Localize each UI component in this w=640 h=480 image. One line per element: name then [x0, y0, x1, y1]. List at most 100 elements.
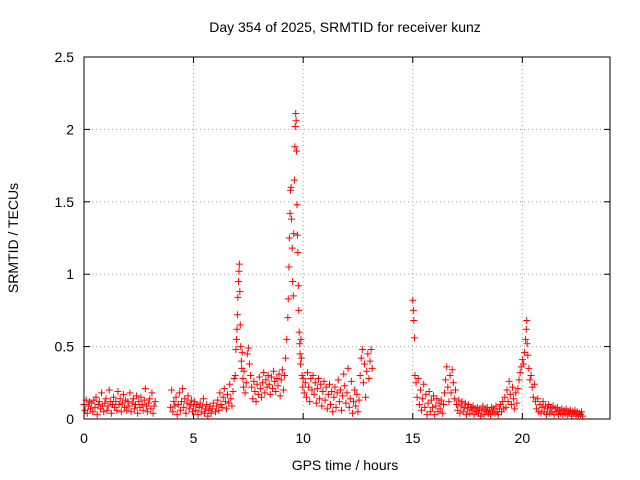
- data-point: [197, 408, 205, 416]
- data-point: [504, 398, 512, 406]
- data-point: [151, 398, 159, 406]
- data-point: [455, 396, 463, 404]
- data-point: [276, 392, 284, 400]
- data-point: [247, 372, 255, 380]
- data-point: [304, 369, 312, 377]
- data-point: [511, 405, 519, 413]
- x-tick-label: 5: [190, 430, 198, 446]
- data-point: [254, 390, 262, 398]
- data-point: [255, 373, 263, 381]
- data-point: [147, 405, 155, 413]
- data-point: [362, 393, 370, 401]
- data-point: [192, 406, 200, 414]
- data-point: [342, 399, 350, 407]
- data-point: [330, 393, 338, 401]
- data-point: [118, 399, 126, 407]
- data-point: [199, 395, 207, 403]
- data-point: [445, 398, 453, 406]
- data-point: [299, 383, 307, 391]
- data-point: [286, 186, 294, 194]
- data-point: [284, 295, 292, 303]
- data-point: [293, 147, 301, 155]
- data-point: [534, 395, 542, 403]
- data-point: [299, 374, 307, 382]
- data-point: [215, 406, 223, 414]
- data-point: [292, 109, 300, 117]
- data-point: [101, 399, 109, 407]
- data-point: [451, 386, 459, 394]
- data-point: [358, 345, 366, 353]
- data-point: [447, 389, 455, 397]
- data-point: [261, 389, 269, 397]
- data-point: [186, 401, 194, 409]
- data-point: [460, 403, 468, 411]
- data-point: [416, 386, 424, 394]
- data-point: [203, 401, 211, 409]
- data-point: [468, 406, 476, 414]
- data-point: [225, 399, 233, 407]
- data-point: [235, 260, 243, 268]
- data-point: [266, 390, 274, 398]
- data-point: [273, 374, 281, 382]
- data-point: [207, 409, 215, 417]
- data-point: [171, 402, 179, 410]
- data-point: [220, 385, 228, 393]
- data-point: [230, 374, 238, 382]
- data-point: [146, 395, 154, 403]
- data-point: [228, 402, 236, 410]
- data-point: [297, 354, 305, 362]
- data-point: [250, 377, 258, 385]
- data-point: [256, 385, 264, 393]
- data-point: [245, 360, 253, 368]
- data-point: [418, 406, 426, 414]
- data-point: [327, 401, 335, 409]
- data-point: [316, 395, 324, 403]
- data-point: [229, 387, 237, 395]
- data-point: [187, 396, 195, 404]
- data-point: [145, 399, 153, 407]
- data-point: [301, 379, 309, 387]
- data-point: [213, 402, 221, 410]
- data-point: [456, 409, 464, 417]
- data-point: [505, 377, 513, 385]
- plot-frame: [83, 56, 611, 420]
- data-point: [133, 392, 141, 400]
- data-point: [441, 389, 449, 397]
- data-point: [306, 398, 314, 406]
- data-point: [275, 370, 283, 378]
- data-point: [141, 385, 149, 393]
- data-point: [336, 386, 344, 394]
- data-point: [226, 380, 234, 388]
- y-tick-label: 1: [66, 266, 74, 282]
- data-point: [91, 403, 99, 411]
- x-tick-label: 0: [80, 430, 88, 446]
- data-point: [112, 398, 120, 406]
- data-point: [448, 366, 456, 374]
- data-point: [305, 383, 313, 391]
- data-point: [298, 372, 306, 380]
- data-point: [94, 401, 102, 409]
- data-point: [412, 379, 420, 387]
- data-point: [217, 401, 225, 409]
- data-point: [297, 360, 305, 368]
- data-point: [214, 396, 222, 404]
- data-point: [179, 385, 187, 393]
- data-point: [354, 408, 362, 416]
- data-point: [361, 360, 369, 368]
- data-point: [288, 215, 296, 223]
- data-point: [315, 374, 323, 382]
- data-point: [308, 386, 316, 394]
- data-point: [453, 401, 461, 409]
- data-point: [201, 409, 209, 417]
- data-point: [150, 402, 158, 410]
- data-point: [114, 387, 122, 395]
- data-point: [524, 351, 532, 359]
- data-point: [104, 402, 112, 410]
- data-point: [221, 398, 229, 406]
- data-point: [265, 380, 273, 388]
- data-point: [419, 395, 427, 403]
- data-point: [340, 370, 348, 378]
- data-point: [123, 406, 131, 414]
- data-point: [93, 411, 101, 419]
